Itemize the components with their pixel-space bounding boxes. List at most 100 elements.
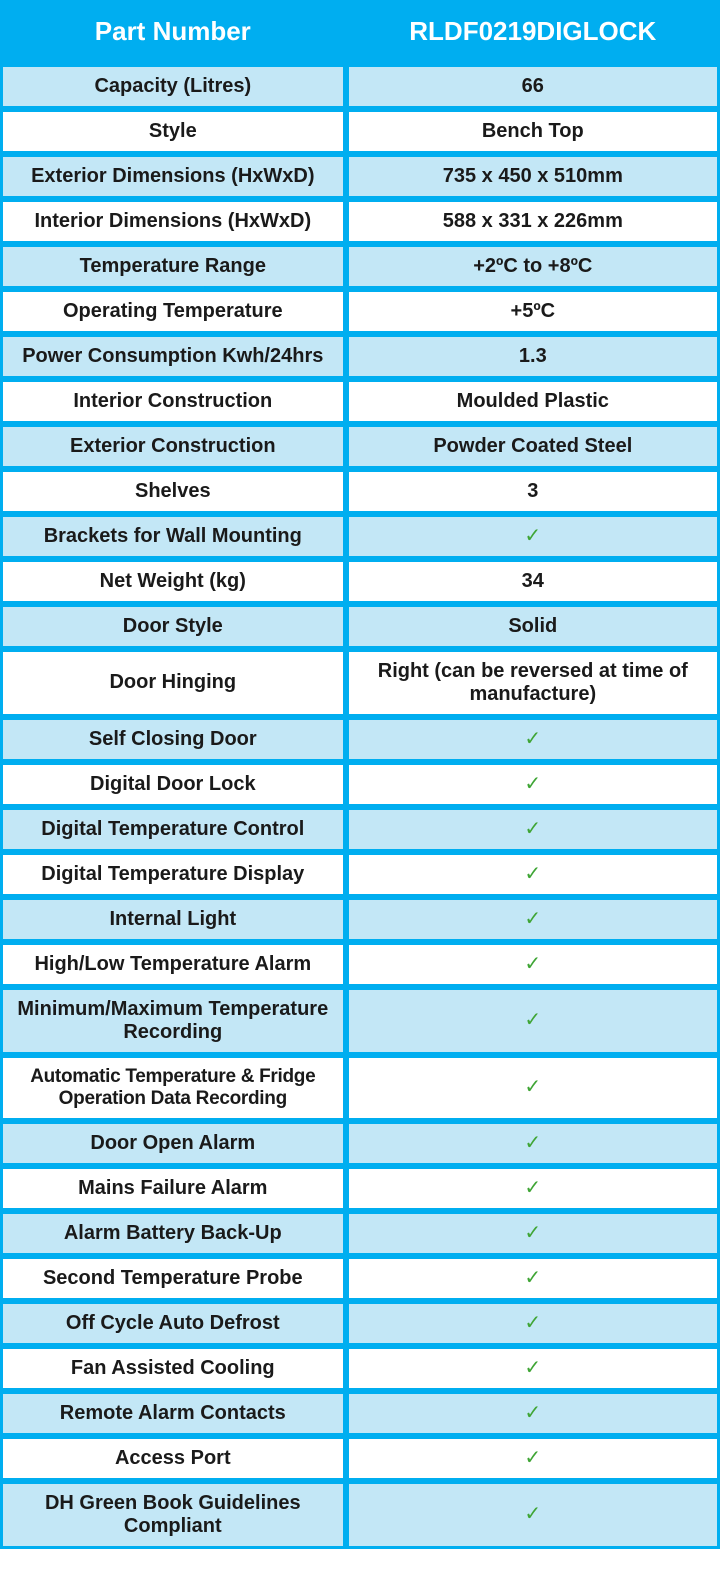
spec-label: Exterior Construction	[0, 424, 346, 469]
spec-label: Brackets for Wall Mounting	[0, 514, 346, 559]
table-row: Digital Temperature Control✓	[0, 807, 720, 852]
table-row: Fan Assisted Cooling ✓	[0, 1346, 720, 1391]
check-icon: ✓	[524, 1009, 541, 1031]
check-icon: ✓	[524, 1132, 541, 1154]
spec-table: Part Number RLDF0219DIGLOCK Capacity (Li…	[0, 0, 720, 1549]
table-row: High/Low Temperature Alarm ✓	[0, 942, 720, 987]
table-row: DH Green Book Guidelines Compliant ✓	[0, 1481, 720, 1549]
spec-value: ✓	[346, 762, 720, 807]
table-row: Interior Dimensions (HxWxD)588 x 331 x 2…	[0, 199, 720, 244]
check-icon: ✓	[524, 773, 541, 795]
table-header-row: Part Number RLDF0219DIGLOCK	[0, 0, 720, 64]
spec-label: Interior Construction	[0, 379, 346, 424]
spec-label: Temperature Range	[0, 244, 346, 289]
table-row: Door Open Alarm ✓	[0, 1121, 720, 1166]
spec-value: Powder Coated Steel	[346, 424, 720, 469]
check-icon: ✓	[524, 1222, 541, 1244]
table-row: Self Closing Door ✓	[0, 717, 720, 762]
spec-label: Power Consumption Kwh/24hrs	[0, 334, 346, 379]
table-row: Interior ConstructionMoulded Plastic	[0, 379, 720, 424]
table-row: Net Weight (kg)34	[0, 559, 720, 604]
spec-label: Second Temperature Probe	[0, 1256, 346, 1301]
spec-value: ✓	[346, 942, 720, 987]
spec-value: ✓	[346, 717, 720, 762]
spec-value: 1.3	[346, 334, 720, 379]
check-icon: ✓	[524, 525, 541, 547]
spec-value: +5ºC	[346, 289, 720, 334]
check-icon: ✓	[524, 1402, 541, 1424]
spec-label: Digital Temperature Display	[0, 852, 346, 897]
spec-label: Fan Assisted Cooling	[0, 1346, 346, 1391]
spec-value: ✓	[346, 897, 720, 942]
spec-label: Access Port	[0, 1436, 346, 1481]
spec-value: ✓	[346, 987, 720, 1055]
header-value: RLDF0219DIGLOCK	[346, 0, 720, 64]
table-row: StyleBench Top	[0, 109, 720, 154]
table-row: Alarm Battery Back-Up ✓	[0, 1211, 720, 1256]
spec-label: Mains Failure Alarm	[0, 1166, 346, 1211]
spec-label: Shelves	[0, 469, 346, 514]
spec-value: Bench Top	[346, 109, 720, 154]
spec-label: Alarm Battery Back-Up	[0, 1211, 346, 1256]
table-row: Brackets for Wall Mounting ✓	[0, 514, 720, 559]
spec-label: DH Green Book Guidelines Compliant	[0, 1481, 346, 1549]
spec-label: Off Cycle Auto Defrost	[0, 1301, 346, 1346]
check-icon: ✓	[524, 1447, 541, 1469]
spec-value: ✓	[346, 1391, 720, 1436]
check-icon: ✓	[524, 1357, 541, 1379]
table-row: Door HingingRight (can be reversed at ti…	[0, 649, 720, 717]
table-row: Capacity (Litres)66	[0, 64, 720, 109]
check-icon: ✓	[524, 863, 541, 885]
spec-value: 588 x 331 x 226mm	[346, 199, 720, 244]
table-row: Operating Temperature+5ºC	[0, 289, 720, 334]
table-row: Minimum/Maximum Temperature Recording ✓	[0, 987, 720, 1055]
spec-value: ✓	[346, 1436, 720, 1481]
table-row: Second Temperature Probe ✓	[0, 1256, 720, 1301]
table-row: Mains Failure Alarm ✓	[0, 1166, 720, 1211]
spec-label: High/Low Temperature Alarm	[0, 942, 346, 987]
check-icon: ✓	[524, 953, 541, 975]
spec-value: ✓	[346, 1121, 720, 1166]
spec-value: 3	[346, 469, 720, 514]
spec-label: Door Open Alarm	[0, 1121, 346, 1166]
spec-label: Operating Temperature	[0, 289, 346, 334]
spec-value: 735 x 450 x 510mm	[346, 154, 720, 199]
table-row: Remote Alarm Contacts ✓	[0, 1391, 720, 1436]
check-icon: ✓	[524, 728, 541, 750]
spec-value: ✓	[346, 807, 720, 852]
spec-value: ✓	[346, 1256, 720, 1301]
table-row: Digital Temperature Display ✓	[0, 852, 720, 897]
table-row: Shelves3	[0, 469, 720, 514]
spec-value: ✓	[346, 1481, 720, 1549]
spec-label: Remote Alarm Contacts	[0, 1391, 346, 1436]
check-icon: ✓	[524, 1312, 541, 1334]
check-icon: ✓	[524, 1503, 541, 1525]
table-row: Access Port ✓	[0, 1436, 720, 1481]
check-icon: ✓	[524, 818, 541, 840]
table-row: Power Consumption Kwh/24hrs1.3	[0, 334, 720, 379]
spec-value: +2ºC to +8ºC	[346, 244, 720, 289]
spec-value: 66	[346, 64, 720, 109]
table-row: Digital Door Lock ✓	[0, 762, 720, 807]
spec-value: ✓	[346, 1055, 720, 1121]
spec-value: ✓	[346, 1346, 720, 1391]
spec-label: Style	[0, 109, 346, 154]
check-icon: ✓	[524, 1267, 541, 1289]
spec-label: Interior Dimensions (HxWxD)	[0, 199, 346, 244]
check-icon: ✓	[524, 908, 541, 930]
header-label: Part Number	[0, 0, 346, 64]
spec-label: Exterior Dimensions (HxWxD)	[0, 154, 346, 199]
spec-label: Door Style	[0, 604, 346, 649]
spec-value: Solid	[346, 604, 720, 649]
check-icon: ✓	[524, 1177, 541, 1199]
table-row: Temperature Range+2ºC to +8ºC	[0, 244, 720, 289]
table-row: Exterior ConstructionPowder Coated Steel	[0, 424, 720, 469]
spec-label: Minimum/Maximum Temperature Recording	[0, 987, 346, 1055]
spec-label: Digital Door Lock	[0, 762, 346, 807]
spec-label: Self Closing Door	[0, 717, 346, 762]
table-row: Off Cycle Auto Defrost ✓	[0, 1301, 720, 1346]
spec-value: ✓	[346, 1211, 720, 1256]
spec-value: ✓	[346, 1166, 720, 1211]
spec-value: Right (can be reversed at time of manufa…	[346, 649, 720, 717]
table-row: Automatic Temperature & Fridge Operation…	[0, 1055, 720, 1121]
